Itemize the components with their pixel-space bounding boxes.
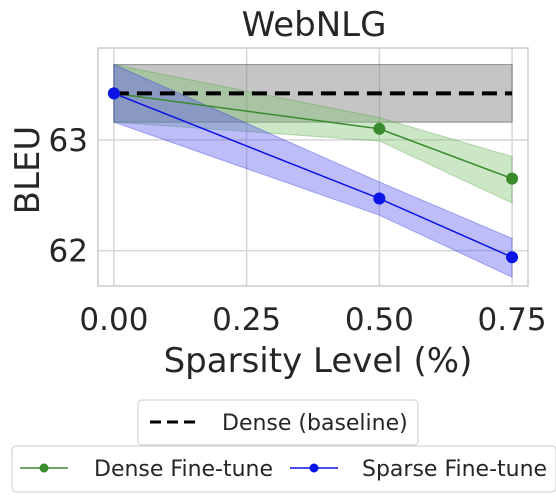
legend-baseline-box [137, 399, 419, 446]
legend-baseline-label: Dense (baseline) [222, 411, 408, 436]
x-axis-label: Sparsity Level (%) [164, 341, 473, 381]
x-tick-label-0: 0.00 [79, 302, 148, 338]
series-points [107, 87, 519, 264]
point-series-1-2 [506, 251, 519, 264]
plot-frame [97, 47, 529, 287]
x-tick-label-2: 0.50 [345, 302, 414, 338]
x-tick-label-3: 0.75 [478, 302, 547, 338]
point-series-0-2 [506, 172, 519, 185]
x-tick-label-1: 0.25 [212, 302, 281, 338]
band-series-1 [113, 63, 513, 278]
legend-dense-finetune-label: Dense Fine-tune [94, 457, 273, 482]
legend-series-box [11, 445, 556, 493]
legend-sparse-finetune-marker [309, 463, 319, 473]
y-tick-labels: 62 63 [49, 123, 88, 270]
y-tick-label-0: 62 [49, 234, 88, 270]
confidence-bands [113, 63, 513, 278]
band-series-0 [113, 63, 513, 204]
y-axis-label: BLEU [8, 126, 48, 215]
y-tick-label-1: 63 [49, 123, 88, 159]
point-series-1-0 [107, 87, 120, 100]
point-series-0-1 [373, 122, 386, 135]
legend-series: Dense Fine-tune Sparse Fine-tune [11, 445, 556, 493]
legend-dense-finetune-marker [39, 463, 49, 473]
chart-title: WebNLG [242, 5, 387, 45]
legend-baseline: Dense (baseline) [137, 399, 419, 446]
x-tick-labels: 0.00 0.25 0.50 0.75 [79, 302, 546, 338]
point-series-1-1 [373, 192, 386, 205]
legend-sparse-finetune-label: Sparse Fine-tune [362, 457, 547, 482]
